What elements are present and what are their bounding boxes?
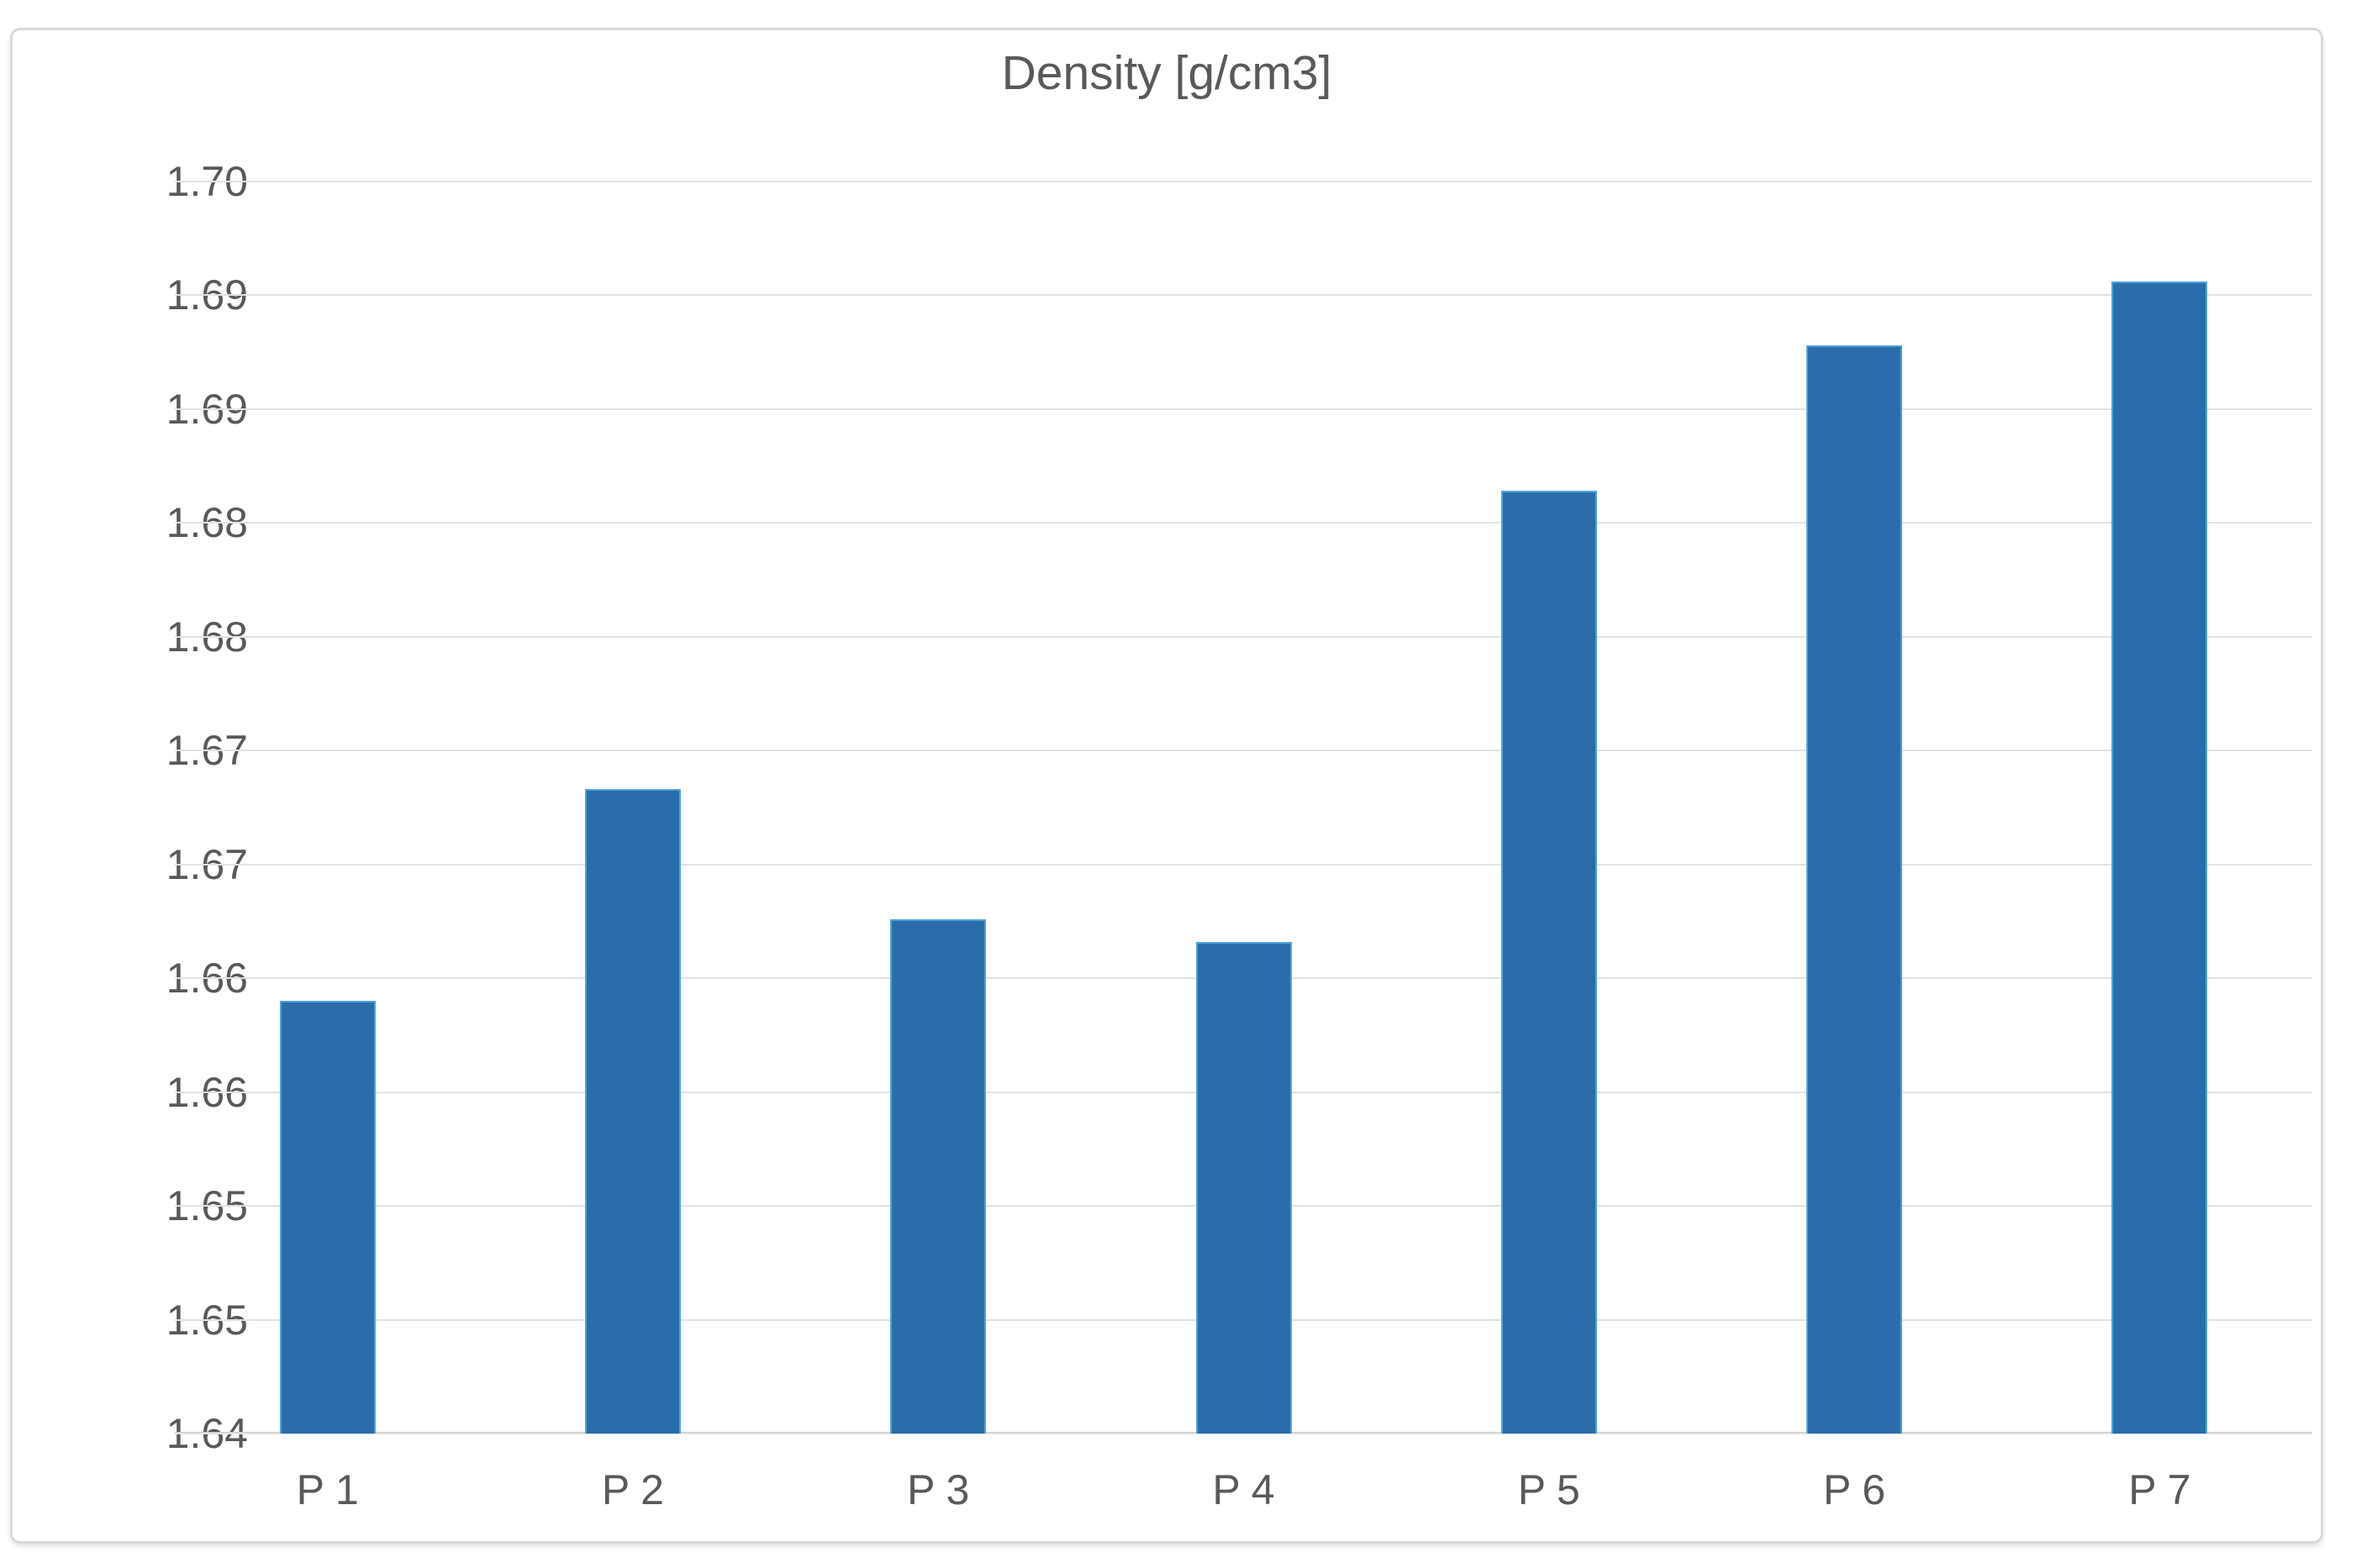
gridline: [175, 408, 2312, 410]
x-axis-category-label: P 2: [601, 1466, 664, 1513]
gridline: [175, 522, 2312, 524]
chart-title[interactable]: Density [g/cm3]: [1001, 46, 1332, 100]
gridline: [175, 750, 2312, 752]
bar-p2[interactable]: [584, 789, 681, 1434]
x-axis-category-labels: P 1 P 2 P 3 P 4 P 5 P 6 P 7: [175, 1464, 2312, 1531]
gridline: [175, 635, 2312, 638]
gridline: [175, 294, 2312, 297]
gridline: [175, 181, 2312, 182]
bar-p5[interactable]: [1500, 491, 1597, 1434]
chart-area[interactable]: Density [g/cm3] 1.70 1.69 1.69 1.68 1.68 1.67…: [10, 28, 2323, 1544]
plot-area: [175, 181, 2312, 1434]
x-axis-category-label: P 7: [2128, 1466, 2191, 1513]
bar-p1[interactable]: [279, 1001, 376, 1434]
bar-p3[interactable]: [890, 918, 987, 1434]
x-axis-category-label: P 6: [1822, 1466, 1886, 1513]
bar-p7[interactable]: [2111, 282, 2208, 1434]
gridline: [175, 1433, 2312, 1434]
gridline: [175, 863, 2312, 866]
x-axis-category-label: P 4: [1212, 1466, 1275, 1513]
x-axis-category-label: P 1: [296, 1466, 359, 1513]
bar-p6[interactable]: [1806, 345, 1903, 1434]
x-axis-category-label: P 5: [1517, 1466, 1580, 1513]
bar-p4[interactable]: [1195, 941, 1292, 1434]
x-axis-category-label: P 3: [907, 1466, 970, 1513]
